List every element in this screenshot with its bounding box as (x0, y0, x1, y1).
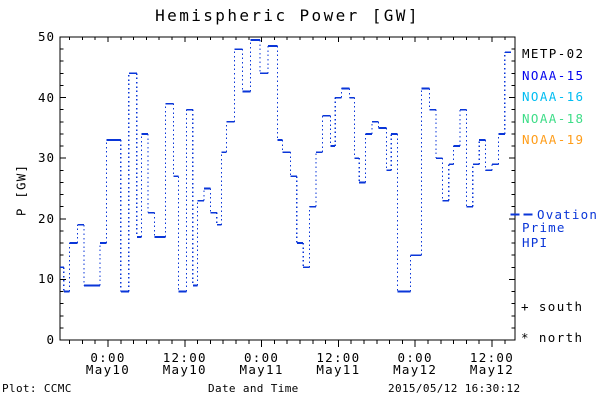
x-tick-label: 0:00 May12 (382, 350, 448, 377)
x-axis-title: Date and Time (208, 382, 299, 395)
plot-frame (59, 36, 516, 341)
x-tick-time: 0:00 (90, 350, 126, 365)
y-tick-label: 0 (46, 332, 55, 347)
legend-item-noaa-16: NOAA-16 (522, 89, 585, 104)
data-line-horizontal-solid (60, 39, 512, 293)
legend-south-marker: + south (521, 299, 584, 314)
x-tick-time: 12:00 (469, 350, 515, 365)
legend-item-noaa-19: NOAA-19 (522, 132, 585, 147)
y-tick-label: 50 (37, 29, 55, 44)
data-line-vertical-dotted (63, 40, 506, 292)
x-tick-time: 12:00 (316, 350, 361, 365)
x-tick-date: May10 (162, 362, 207, 377)
x-tick-time: 0:00 (243, 350, 280, 365)
x-tick-label: 12:00 May11 (305, 350, 371, 377)
x-tick-label: 12:00 May12 (459, 350, 525, 377)
x-tick-date: May12 (393, 362, 438, 377)
legend-item-noaa-15: NOAA-15 (522, 67, 585, 83)
legend-item-noaa-18: NOAA-18 (522, 110, 585, 126)
x-tick-label: 0:00 May11 (229, 350, 295, 377)
x-tick-date: May11 (316, 362, 361, 377)
y-axis-label: P [GW] (13, 163, 29, 217)
y-tick-label: 20 (37, 210, 55, 226)
x-tick-time: 12:00 (162, 350, 207, 365)
x-tick-time: 0:00 (397, 350, 433, 365)
plot-credit: Plot: CCMC (2, 382, 72, 395)
y-tick-label: 40 (37, 89, 55, 105)
legend-item-metp-02: METP-02 (522, 46, 585, 61)
x-tick-date: May10 (85, 362, 131, 377)
x-tick-label: 12:00 May10 (152, 350, 218, 377)
legend-ovation-label-line1: Ovation (537, 207, 599, 222)
legend-ovation-label-line2: Prime HPI (522, 220, 566, 250)
chart-title: Hemispheric Power [GW] (155, 6, 420, 25)
y-tick-label: 30 (37, 150, 55, 166)
y-tick-label: 10 (37, 271, 55, 287)
legend-north-marker: * north (521, 330, 584, 345)
timestamp: 2015/05/12 16:30:12 (388, 382, 521, 395)
x-tick-label: 0:00 May10 (75, 350, 141, 377)
x-tick-date: May11 (239, 362, 284, 377)
x-tick-date: May12 (469, 362, 515, 377)
